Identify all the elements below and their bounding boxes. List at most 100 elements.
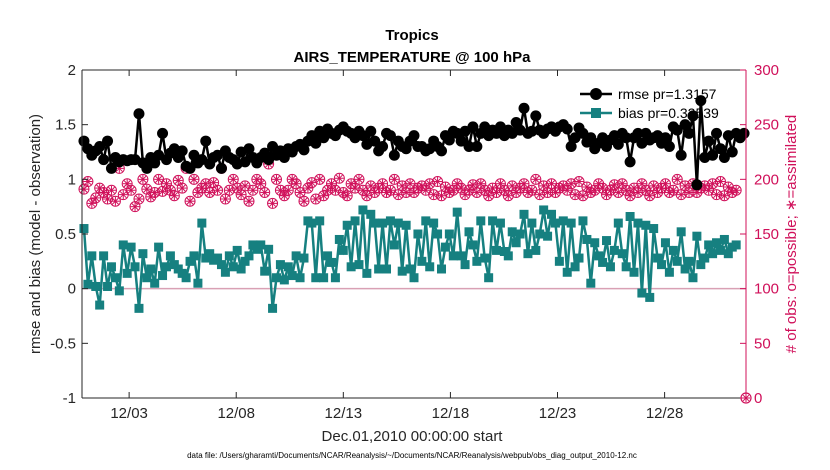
bias-point — [641, 220, 651, 230]
obs-possible-point — [160, 178, 172, 190]
asterisk-stroke — [465, 186, 473, 194]
bias-point — [664, 267, 674, 277]
asterisk-stroke — [705, 186, 713, 194]
asterisk-stroke — [174, 176, 182, 184]
obs-assimilated-point — [201, 179, 211, 189]
obs-assimilated-point — [448, 185, 458, 195]
obs-possible-point — [711, 189, 723, 201]
bias-point — [657, 260, 667, 270]
asterisk-stroke — [166, 186, 174, 194]
bias-point — [413, 229, 423, 239]
rmse-point — [377, 141, 389, 153]
bias-point — [346, 262, 356, 272]
asterisk-stroke — [646, 192, 654, 200]
obs-possible-point — [475, 178, 487, 190]
rmse-point — [105, 162, 117, 174]
obs-assimilated-point — [578, 191, 588, 201]
bias-point — [138, 249, 148, 259]
bias-point — [409, 273, 419, 283]
bias-point — [220, 267, 230, 277]
obs-assimilated-point — [672, 174, 682, 184]
asterisk-stroke — [386, 186, 394, 194]
obs-possible-point — [121, 178, 133, 190]
asterisk-stroke — [591, 186, 599, 194]
bias-point — [582, 234, 592, 244]
obs-assimilated-point — [228, 174, 238, 184]
series-layer — [78, 95, 752, 404]
rmse-point — [707, 149, 719, 161]
bias-point — [492, 245, 502, 255]
bias-point — [425, 262, 435, 272]
asterisk-stroke — [441, 183, 449, 191]
obs-assimilated-point — [456, 183, 466, 193]
rmse-point — [561, 123, 573, 135]
asterisk-stroke — [324, 186, 332, 194]
asterisk-stroke — [272, 175, 281, 183]
bias-point — [668, 245, 678, 255]
bias-point — [653, 253, 663, 263]
bias-point — [350, 216, 360, 226]
rmse-point — [369, 135, 381, 147]
bias-point — [146, 264, 156, 274]
obs-assimilated-point — [232, 183, 242, 193]
bias-point — [609, 245, 619, 255]
asterisk-stroke — [312, 195, 320, 203]
bias-point — [334, 234, 344, 244]
bias-point — [362, 268, 372, 278]
rmse-point — [632, 127, 644, 139]
rmse-point — [518, 102, 530, 114]
rmse-point — [703, 135, 715, 147]
rmse-point — [408, 130, 420, 142]
obs-possible-point — [428, 189, 440, 201]
rmse-point — [471, 141, 483, 153]
x-tick-label: 12/18 — [432, 405, 470, 422]
asterisk-stroke — [434, 177, 442, 186]
bias-point — [401, 220, 411, 230]
bias-point — [385, 216, 395, 226]
asterisk-stroke — [343, 192, 351, 200]
obs-assimilated-point — [319, 191, 329, 201]
obs-assimilated-point — [334, 173, 344, 183]
rmse-point — [711, 127, 723, 139]
obs-assimilated-point — [484, 191, 494, 201]
rmse-point — [624, 156, 636, 168]
bias-point — [495, 218, 505, 228]
asterisk-stroke — [253, 175, 261, 183]
obs-assimilated-point — [715, 177, 725, 187]
obs-assimilated-point — [676, 190, 686, 200]
asterisk-stroke — [363, 192, 371, 200]
obs-assimilated-point — [582, 182, 592, 192]
asterisk-stroke — [206, 188, 214, 196]
rmse-point — [671, 124, 683, 136]
asterisk-stroke — [139, 175, 147, 183]
bias-point — [256, 240, 266, 250]
asterisk-stroke — [532, 175, 540, 183]
obs-possible-point — [94, 182, 106, 194]
obs-assimilated-point — [543, 187, 553, 197]
obs-possible-point — [671, 173, 683, 185]
bias-point — [594, 251, 604, 261]
obs-assimilated-point — [79, 184, 89, 194]
bias-point — [381, 264, 391, 274]
asterisk-stroke — [84, 177, 92, 186]
obs-possible-point — [247, 184, 259, 196]
bias-point — [389, 240, 399, 250]
asterisk-stroke — [422, 186, 430, 194]
obs-assimilated-point — [719, 191, 729, 201]
asterisk-stroke — [626, 192, 634, 200]
asterisk-stroke — [104, 195, 112, 203]
asterisk-stroke — [477, 180, 485, 188]
asterisk-stroke — [720, 192, 728, 200]
bias-point — [558, 216, 568, 226]
bias-point — [189, 251, 199, 261]
rmse-point — [243, 143, 255, 155]
asterisk-stroke — [131, 203, 139, 211]
rmse-point — [718, 151, 730, 163]
asterisk-stroke — [650, 182, 658, 190]
bias-point — [279, 275, 289, 285]
rmse-point — [738, 127, 750, 139]
asterisk-stroke — [638, 180, 646, 188]
obs-possible-point — [251, 173, 263, 185]
obs-possible-point — [451, 178, 463, 190]
obs-assimilated-point — [150, 187, 160, 197]
